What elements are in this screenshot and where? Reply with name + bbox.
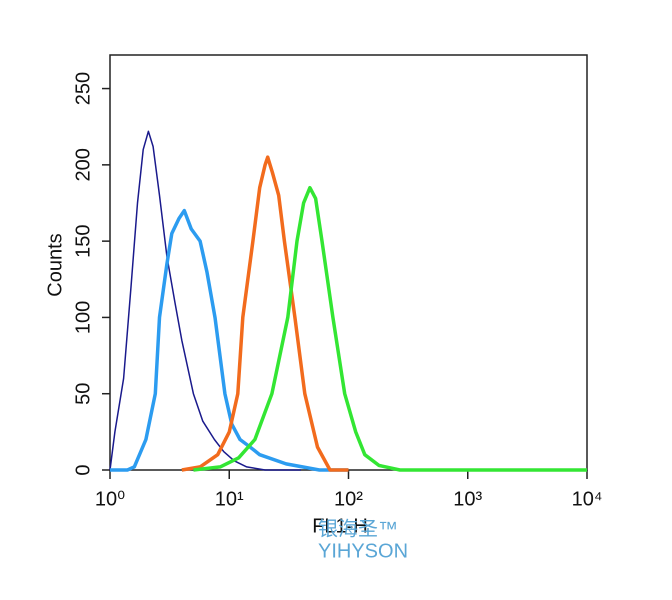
y-tick-label: 250 [72, 72, 94, 105]
y-tick-label: 150 [72, 224, 94, 257]
y-tick-label: 50 [72, 383, 94, 405]
y-tick-label: 100 [72, 301, 94, 334]
y-tick-label: 200 [72, 148, 94, 181]
x-tick-label: 10² [334, 488, 363, 510]
watermark: YIHYSON [318, 540, 408, 562]
y-tick-label: 0 [72, 464, 94, 475]
x-tick-label: 10⁰ [95, 488, 125, 510]
x-tick-label: 10⁴ [572, 488, 603, 510]
x-tick-label: 10³ [453, 488, 482, 510]
y-axis-label: Counts [44, 233, 66, 296]
histogram-line [181, 155, 349, 472]
watermark: 银海圣™ [318, 517, 398, 540]
histogram-line [193, 185, 587, 472]
x-tick-label: 10¹ [215, 488, 244, 510]
x-axis-label: FL1-H [312, 515, 368, 537]
histogram-line [109, 130, 301, 471]
histogram-line [110, 208, 349, 472]
